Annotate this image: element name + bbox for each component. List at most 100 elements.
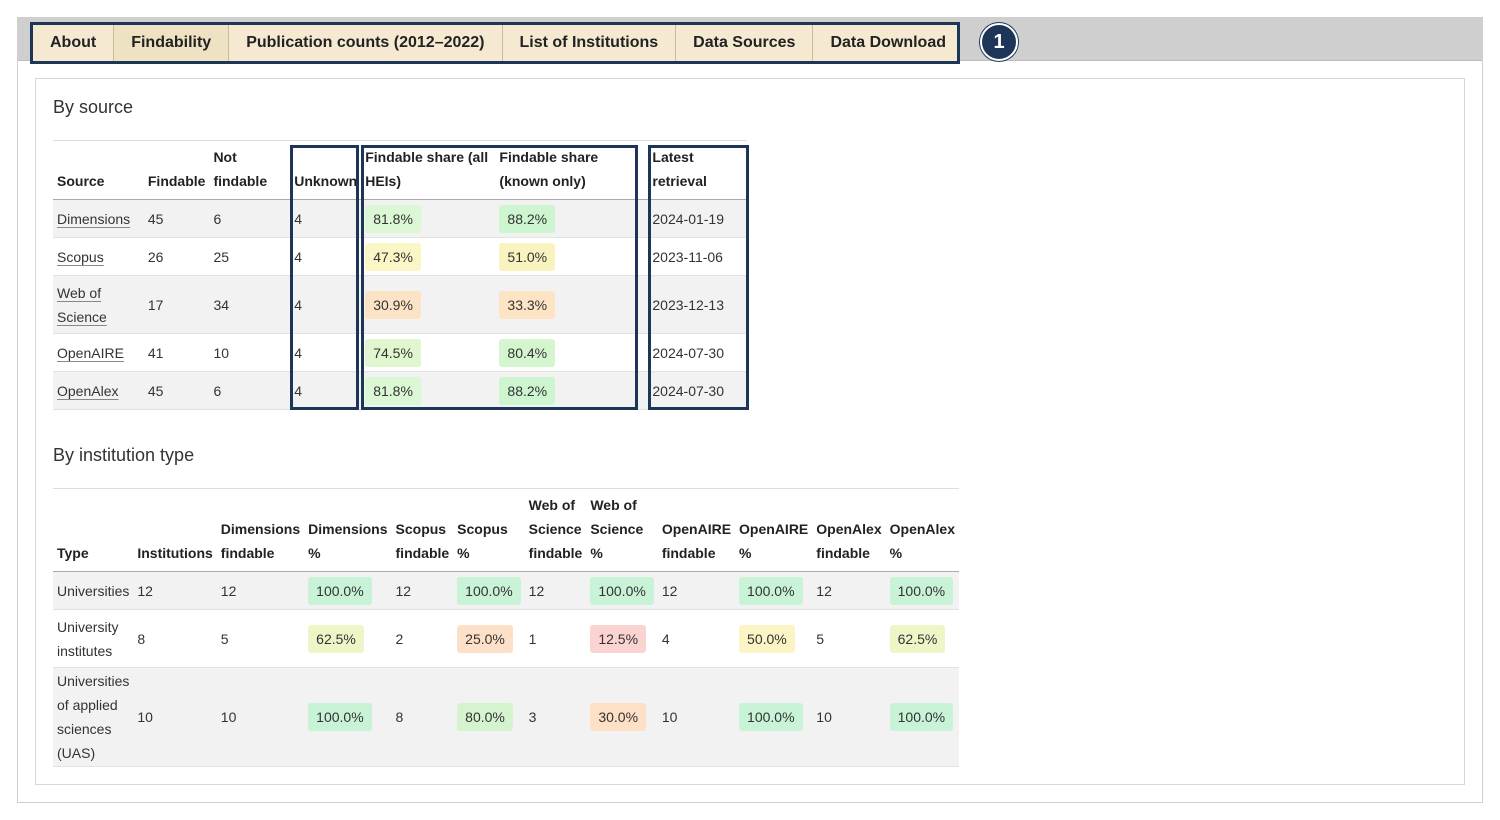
tab-about[interactable]: About [33, 25, 115, 61]
table-row: Universities of applied sciences (UAS) 10… [53, 667, 959, 767]
percentage-badge: 100.0% [308, 576, 372, 605]
findable-cell: 26 [143, 237, 210, 276]
by-institution-header-cell: OpenAlex % [885, 488, 959, 572]
findable-count-cell: 10 [812, 667, 886, 767]
by-institution-table: Type Institutions Dimensions findable Dimen… [53, 488, 959, 767]
share-all-cell: 81.8% [361, 199, 496, 238]
not-findable-cell: 6 [209, 199, 291, 238]
institutions-count-cell: 12 [133, 571, 217, 610]
source-link[interactable]: OpenAIRE [57, 344, 124, 361]
not-findable-cell: 10 [209, 333, 291, 372]
findable-count-cell: 12 [657, 571, 736, 610]
percentage-badge: 30.0% [590, 703, 647, 731]
by-source-title: By source [53, 97, 134, 117]
by-source-header-cell: Source [53, 140, 144, 200]
percentage-badge: 80.4% [499, 338, 556, 367]
source-cell: OpenAIRE [53, 333, 144, 372]
share-known-cell: 88.2% [495, 371, 649, 410]
findable-count-cell: 5 [812, 609, 886, 668]
findable-percent-cell: 100.0% [885, 571, 959, 610]
by-institution-header-cell: OpenAlex findable [812, 488, 886, 572]
callout-badge-1: 1 [980, 23, 1018, 61]
source-link[interactable]: Dimensions [57, 210, 131, 227]
by-source-header-cell: Not findable [209, 140, 291, 200]
percentage-badge: 88.2% [499, 376, 556, 405]
percentage-badge: 100.0% [889, 576, 954, 605]
institutions-count-cell: 8 [133, 609, 217, 668]
percentage-badge: 100.0% [739, 703, 803, 731]
findable-cell: 45 [143, 199, 210, 238]
table-row: OpenAlex 45 6 4 81.8% 88.2% 2024-07-30 [53, 371, 747, 410]
by-institution-title: By institution type [53, 445, 195, 465]
institution-type-cell: Universities [53, 571, 134, 610]
table-row: Scopus 26 25 4 47.3% 51.0% 2023-11-06 [53, 237, 747, 276]
findable-percent-cell: 100.0% [885, 667, 959, 767]
findable-count-cell: 8 [391, 667, 454, 767]
share-known-cell: 88.2% [495, 199, 649, 238]
not-findable-cell: 6 [209, 371, 291, 410]
by-institution-header-cell: Type [53, 488, 134, 572]
percentage-badge: 100.0% [308, 703, 372, 731]
share-all-cell: 47.3% [361, 237, 496, 276]
source-cell: Dimensions [53, 199, 144, 238]
percentage-badge: 30.9% [365, 290, 421, 319]
findable-percent-cell: 100.0% [586, 571, 658, 610]
by-institution-header-cell: Institutions [133, 488, 217, 572]
percentage-badge: 12.5% [590, 624, 647, 653]
tab-list-of-institutions[interactable]: List of Institutions [503, 25, 677, 61]
by-source-header-cell: Findable share (all HEIs) [361, 140, 496, 200]
not-findable-cell: 25 [209, 237, 291, 276]
tab-findability[interactable]: Findability [114, 25, 230, 61]
percentage-badge: 47.3% [365, 242, 421, 271]
unknown-cell: 4 [290, 275, 362, 334]
findable-cell: 41 [143, 333, 210, 372]
by-source-table: Source Findable Not findable Unknown Findabl… [53, 140, 747, 410]
by-institution-header-cell: Web of Science % [586, 488, 658, 572]
table-row: Universities 12 12 100.0% 12 100.0% 12 100.0% 12… [53, 571, 959, 610]
source-cell: Scopus [53, 237, 144, 276]
findable-cell: 45 [143, 371, 210, 410]
findable-count-cell: 12 [391, 571, 454, 610]
unknown-cell: 4 [290, 371, 362, 410]
percentage-badge: 80.0% [457, 703, 513, 731]
by-source-header-cell: Findable [143, 140, 210, 200]
share-all-cell: 30.9% [361, 275, 496, 334]
percentage-badge: 81.8% [365, 376, 421, 405]
percentage-badge: 74.5% [365, 338, 421, 367]
tab-data-download[interactable]: Data Download [830, 34, 946, 51]
unknown-cell: 4 [290, 237, 362, 276]
source-link[interactable]: OpenAlex [57, 382, 119, 399]
findable-percent-cell: 100.0% [735, 667, 813, 767]
institution-type-cell: Universities of applied sciences (UAS) [53, 667, 134, 767]
institution-type-cell: University institutes [53, 609, 134, 668]
findable-count-cell: 12 [524, 571, 587, 610]
tab-publication-counts-2012-2022[interactable]: Publication counts (2012–2022) [229, 25, 503, 61]
source-link[interactable]: Web of Science [57, 284, 107, 325]
findable-percent-cell: 100.0% [735, 571, 813, 610]
tab-list: About Findability Publication counts (2012… [30, 22, 960, 64]
findable-percent-cell: 62.5% [885, 609, 959, 668]
findable-cell: 17 [143, 275, 210, 334]
findable-percent-cell: 100.0% [304, 571, 392, 610]
percentage-badge: 62.5% [308, 624, 364, 653]
percentage-badge: 81.8% [365, 204, 421, 233]
findable-percent-cell: 100.0% [304, 667, 392, 767]
share-known-cell: 33.3% [495, 275, 649, 334]
findable-count-cell: 2 [391, 609, 454, 668]
source-link[interactable]: Scopus [57, 248, 104, 265]
share-all-cell: 74.5% [361, 333, 496, 372]
percentage-badge: 62.5% [889, 624, 946, 653]
by-institution-header-row: Type Institutions Dimensions findable Dimen… [53, 488, 959, 572]
by-source-header-row: Source Findable Not findable Unknown Findabl… [53, 140, 747, 200]
tab-data-sources[interactable]: Data Sources [676, 25, 814, 61]
by-institution-header-cell: OpenAIRE % [735, 488, 813, 572]
percentage-badge: 100.0% [457, 576, 521, 605]
share-all-cell: 81.8% [361, 371, 496, 410]
percentage-badge: 100.0% [590, 576, 654, 605]
by-source-header-cell: Unknown [290, 140, 362, 200]
unknown-cell: 4 [290, 333, 362, 372]
by-source-header-cell: Findable share (known only) [495, 140, 649, 200]
latest-retrieval-cell: 2023-12-13 [648, 275, 747, 334]
by-institution-header-cell: Dimensions findable [216, 488, 305, 572]
by-institution-header-cell: Web of Science findable [524, 488, 587, 572]
